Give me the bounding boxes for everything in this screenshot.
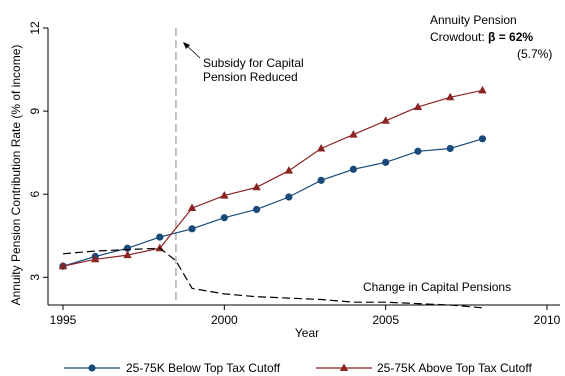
data-point xyxy=(349,165,357,173)
y-axis-ticks: 3 6 9 12 xyxy=(28,21,48,281)
subsidy-annotation: Subsidy for Capital Pension Reduced xyxy=(183,42,304,84)
legend-item-above: 25-75K Above Top Tax Cutoff xyxy=(316,361,532,375)
crowdout-prefix: Crowdout: xyxy=(430,30,488,44)
y-tick-label: 6 xyxy=(28,191,42,198)
legend-marker-below xyxy=(88,364,96,372)
subsidy-label-line2: Pension Reduced xyxy=(203,70,298,84)
crowdout-se: (5.7%) xyxy=(517,47,552,61)
legend-label-below: 25-75K Below Top Tax Cutoff xyxy=(126,361,281,375)
data-point xyxy=(220,214,228,222)
data-point xyxy=(414,147,422,155)
x-axis-ticks: 1995 2000 2005 2010 xyxy=(50,305,561,327)
legend: 25-75K Below Top Tax Cutoff 25-75K Above… xyxy=(64,361,532,375)
data-point xyxy=(284,166,294,174)
data-point xyxy=(446,144,454,153)
series-line-2 xyxy=(62,247,483,309)
data-point xyxy=(252,182,261,191)
legend-item-below: 25-75K Below Top Tax Cutoff xyxy=(64,361,281,375)
subsidy-arrowhead xyxy=(183,42,190,49)
data-point xyxy=(253,205,261,214)
x-tick-label: 2000 xyxy=(211,313,238,327)
y-axis-label: Annuity Pension Contribution Rate (% of … xyxy=(9,45,23,306)
legend-label-above: 25-75K Above Top Tax Cutoff xyxy=(377,361,532,375)
crowdout-beta: β = 62% xyxy=(488,30,533,44)
data-point xyxy=(188,225,196,233)
x-axis-label: Year xyxy=(295,326,319,340)
data-point xyxy=(446,92,455,101)
crowdout-annotation: Annuity Pension Crowdout: β = 62% (5.7%) xyxy=(430,13,552,61)
data-point xyxy=(349,130,358,138)
plot-area xyxy=(47,28,560,306)
y-tick-label: 12 xyxy=(28,21,42,35)
capital-pensions-label: Change in Capital Pensions xyxy=(363,280,511,294)
y-tick-label: 9 xyxy=(28,107,42,114)
subsidy-label-line1: Subsidy for Capital xyxy=(203,56,304,70)
data-point xyxy=(478,85,487,94)
data-point xyxy=(220,191,229,199)
y-tick-label: 3 xyxy=(28,274,42,281)
data-point xyxy=(478,135,487,143)
data-point xyxy=(382,158,390,166)
data-point xyxy=(285,193,293,201)
data-point xyxy=(381,116,390,124)
data-point xyxy=(156,233,164,241)
x-tick-label: 2010 xyxy=(534,313,561,327)
data-point xyxy=(91,254,100,263)
data-point xyxy=(413,102,423,110)
series-layer xyxy=(58,85,487,309)
x-tick-label: 1995 xyxy=(50,313,77,327)
crowdout-title: Annuity Pension xyxy=(430,13,517,27)
crowdout-line: Crowdout: β = 62% xyxy=(430,30,533,44)
x-tick-label: 2005 xyxy=(372,313,399,327)
data-point xyxy=(317,176,325,184)
data-point xyxy=(187,203,197,212)
legend-marker-above xyxy=(339,363,349,371)
data-point xyxy=(58,261,68,270)
data-point xyxy=(123,250,132,259)
series-line-1 xyxy=(62,89,483,267)
series-line-0 xyxy=(62,138,483,267)
data-point xyxy=(316,143,326,152)
